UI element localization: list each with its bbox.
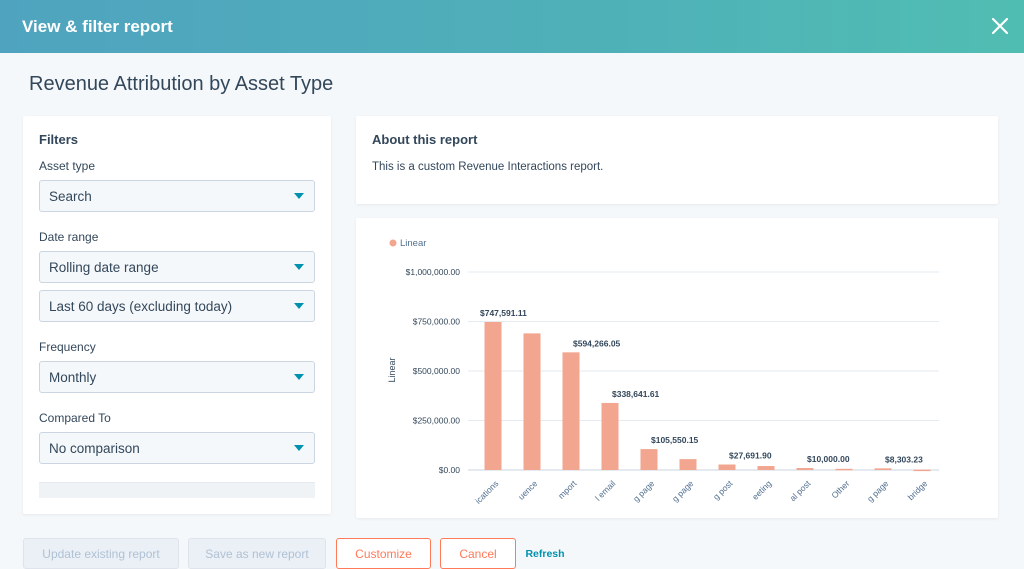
- save-as-new-report-button[interactable]: Save as new report: [188, 538, 326, 569]
- bar: [757, 466, 775, 470]
- modal-title: View & filter report: [22, 16, 173, 36]
- close-icon[interactable]: [988, 14, 1012, 38]
- y-tick-label: $250,000.00: [413, 416, 461, 426]
- bar: [523, 333, 541, 470]
- chevron-down-icon: [294, 445, 304, 451]
- bar: [484, 321, 502, 470]
- x-tick-label: eeting: [750, 478, 774, 502]
- frequency-select[interactable]: Monthly: [39, 361, 315, 393]
- compared-to-label: Compared To: [39, 411, 111, 425]
- y-tick-label: $0.00: [439, 465, 461, 475]
- bar: [679, 459, 697, 470]
- compared-to-select[interactable]: No comparison: [39, 432, 315, 464]
- chevron-down-icon: [294, 303, 304, 309]
- compared-to-value: No comparison: [49, 440, 140, 456]
- data-label: $10,000.00: [807, 454, 850, 464]
- date-period-select[interactable]: Last 60 days (excluding today): [39, 290, 315, 322]
- x-tick-label: g page: [631, 478, 657, 504]
- about-panel: About this report This is a custom Reven…: [356, 116, 998, 204]
- date-range-label: Date range: [39, 230, 99, 244]
- bar: [835, 468, 853, 471]
- x-tick-label: l email: [593, 478, 618, 503]
- x-tick-label: al post: [788, 478, 813, 503]
- bar: [874, 468, 892, 470]
- x-tick-label: uence: [516, 478, 540, 502]
- bar: [718, 464, 736, 470]
- x-tick-label: g post: [711, 478, 735, 502]
- frequency-label: Frequency: [39, 340, 96, 354]
- footer-actions: Update existing report Save as new repor…: [0, 538, 1024, 569]
- data-label: $27,691.90: [729, 451, 772, 461]
- filters-panel: Filters Asset type Search Date range Rol…: [23, 116, 331, 514]
- data-label: $594,266.05: [573, 338, 621, 348]
- about-heading: About this report: [372, 132, 478, 147]
- bar: [601, 402, 619, 470]
- modal-header: View & filter report: [0, 0, 1024, 53]
- bar: [562, 352, 580, 470]
- x-tick-label: Other: [829, 478, 851, 500]
- refresh-link[interactable]: Refresh: [525, 547, 565, 560]
- y-axis-label: Linear: [387, 357, 397, 382]
- frequency-value: Monthly: [49, 369, 97, 385]
- bar-chart: Linear $0.00 $250,000.00 $500,000.00 $750,00…: [387, 238, 939, 506]
- update-existing-report-button[interactable]: Update existing report: [23, 538, 179, 569]
- bar: [796, 468, 814, 470]
- date-range-select[interactable]: Rolling date range: [39, 251, 315, 283]
- chevron-down-icon: [294, 264, 304, 270]
- data-label: $8,303.23: [885, 454, 923, 464]
- legend-marker: [389, 239, 397, 247]
- x-tick-label: bridge: [906, 478, 930, 502]
- y-tick-label: $750,000.00: [413, 317, 461, 327]
- asset-type-label: Asset type: [39, 159, 96, 173]
- asset-type-select[interactable]: Search: [39, 180, 315, 212]
- x-tick-label: g page: [865, 478, 891, 504]
- data-label: $338,641.61: [612, 389, 660, 399]
- chevron-down-icon: [294, 193, 304, 199]
- about-text: This is a custom Revenue Interactions re…: [372, 161, 604, 173]
- page-title: Revenue Attribution by Asset Type: [29, 73, 334, 95]
- date-period-value: Last 60 days (excluding today): [49, 298, 233, 314]
- cancel-button[interactable]: Cancel: [440, 538, 516, 569]
- x-tick-label: ications: [473, 478, 500, 505]
- horizontal-scrollbar[interactable]: [39, 482, 315, 498]
- filters-heading: Filters: [39, 132, 79, 147]
- x-tick-label: mport: [556, 478, 579, 501]
- bar: [913, 469, 931, 472]
- chart-panel: Linear $0.00 $250,000.00 $500,000.00 $750,00…: [356, 218, 998, 518]
- bar: [640, 449, 658, 470]
- chevron-down-icon: [294, 374, 304, 380]
- y-tick-label: $1,000,000.00: [406, 267, 461, 277]
- data-label: $747,591.11: [480, 308, 527, 318]
- legend-label: Linear: [400, 238, 426, 249]
- asset-type-value: Search: [49, 188, 92, 204]
- data-label: $105,550.15: [651, 435, 699, 445]
- customize-button[interactable]: Customize: [336, 538, 431, 569]
- x-tick-label: g page: [670, 478, 696, 504]
- date-range-value: Rolling date range: [49, 259, 159, 275]
- y-tick-label: $500,000.00: [413, 366, 461, 376]
